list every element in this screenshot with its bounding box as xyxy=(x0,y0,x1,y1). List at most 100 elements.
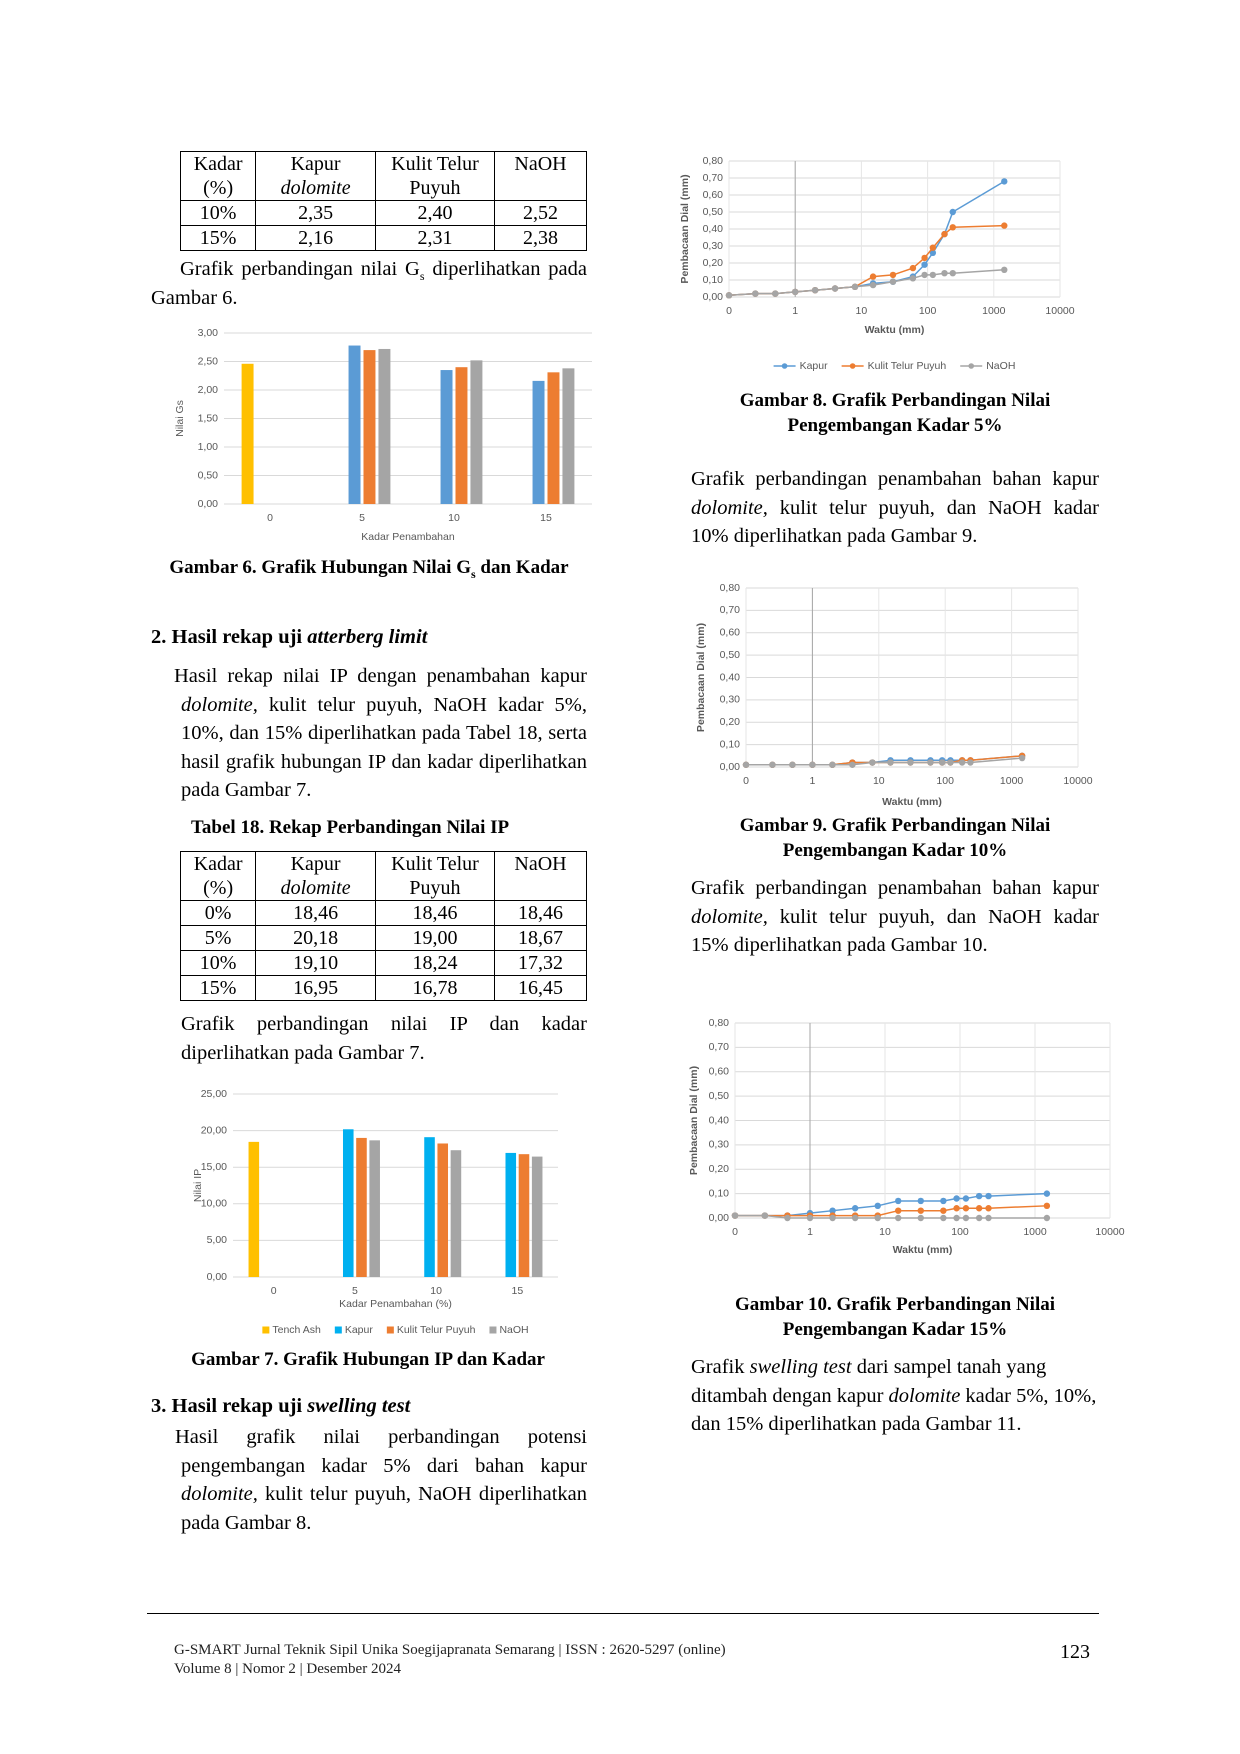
x-tick-label: 10 xyxy=(430,1285,442,1297)
legend-label: Tench Ash xyxy=(272,1324,321,1336)
y-tick-label: 20,00 xyxy=(201,1124,227,1136)
point xyxy=(869,759,876,766)
series-line xyxy=(746,755,1023,766)
text: dolomite, xyxy=(691,496,768,519)
header-cell: Kapur dolomite xyxy=(255,851,376,901)
paragraph: Grafik swelling test dari sampel tanah y… xyxy=(691,1353,1099,1439)
caption: Tabel 18. Rekap Perbandingan Nilai IP xyxy=(191,817,510,838)
y-tick-label: 0,70 xyxy=(703,172,724,184)
header-text: NaOH xyxy=(514,153,567,175)
text: dan Kadar xyxy=(475,557,569,578)
point xyxy=(1043,1190,1051,1197)
x-tick-label: 5 xyxy=(352,1285,358,1297)
legend-swatch xyxy=(262,1326,270,1334)
point xyxy=(921,261,928,268)
x-tick-label: 1000 xyxy=(982,305,1006,317)
header-text: NaOH xyxy=(514,853,567,875)
text: Grafik perbandingan penambahan bahan kap… xyxy=(691,877,1099,899)
point xyxy=(1001,222,1008,229)
header-text: Kadar xyxy=(193,853,243,875)
y-tick-label: 1,00 xyxy=(198,441,219,453)
row: 15% 16,95 16,78 16,45 xyxy=(179,975,587,1001)
point xyxy=(958,759,966,766)
text: Grafik perbandingan nilai G xyxy=(180,258,420,280)
cell: 16,78 xyxy=(374,975,496,1001)
point xyxy=(921,254,928,262)
y-tick-label: 0,70 xyxy=(720,604,741,616)
point xyxy=(1001,178,1008,185)
y-tick-label: 0,40 xyxy=(703,223,724,235)
point xyxy=(949,224,956,231)
point xyxy=(917,1214,924,1222)
header-cell: Kulit Telur Puyuh xyxy=(374,851,496,901)
y-tick-label: 0,40 xyxy=(709,1114,730,1126)
point xyxy=(940,1207,947,1214)
point xyxy=(949,208,956,216)
cell: 18,67 xyxy=(494,925,587,951)
y-tick-label: 0,00 xyxy=(703,291,724,303)
bar xyxy=(248,1141,260,1277)
footer-rule xyxy=(147,1613,1099,1614)
point xyxy=(831,285,839,292)
point xyxy=(851,1205,859,1212)
point xyxy=(917,1197,924,1205)
text: diperlihatkan pada Gambar 6. xyxy=(151,258,588,309)
row: 15% 2,16 2,31 2,38 xyxy=(179,225,587,251)
point xyxy=(929,249,937,256)
point xyxy=(889,271,897,279)
bar xyxy=(440,370,453,504)
x-tick-label: 100 xyxy=(919,305,937,317)
y-tick-label: 0,10 xyxy=(703,274,724,286)
point xyxy=(806,1214,814,1222)
y-tick-label: 0,00 xyxy=(720,761,741,773)
y-axis-label: Pembacaan Dial (mm) xyxy=(679,174,691,283)
cell: 0% xyxy=(179,900,257,926)
legend-swatch xyxy=(849,363,856,369)
cell: 2,16 xyxy=(255,225,376,251)
cell: 18,46 xyxy=(494,900,587,926)
cell: 2,38 xyxy=(494,225,587,251)
point xyxy=(975,1214,983,1222)
x-tick-label: 10000 xyxy=(1063,775,1092,787)
text: dolomite, xyxy=(181,693,258,716)
point xyxy=(761,1212,769,1219)
x-tick-label: 10 xyxy=(856,305,868,317)
y-tick-label: 3,00 xyxy=(198,327,219,339)
paragraph: Hasil rekap nilai IP dengan penambahan k… xyxy=(174,662,587,805)
text: dari sampel tanah yang ditambah dengan k… xyxy=(691,1356,1047,1407)
header-text: Puyuh xyxy=(409,177,461,199)
point xyxy=(874,1214,881,1222)
point xyxy=(851,1214,859,1222)
text: Grafik perbandingan penambahan bahan kap… xyxy=(691,468,1099,490)
cell: 18,24 xyxy=(374,950,496,976)
x-tick-label: 10 xyxy=(873,775,885,787)
cell: 18,46 xyxy=(255,900,376,926)
y-tick-label: 0,20 xyxy=(703,257,724,269)
point xyxy=(789,761,796,768)
y-tick-label: 0,60 xyxy=(703,189,724,201)
legend-label: Kulit Telur Puyuh xyxy=(868,360,947,372)
legend-swatch xyxy=(386,1326,394,1334)
y-tick-label: 2,00 xyxy=(198,384,219,396)
point xyxy=(953,1205,960,1212)
point xyxy=(769,761,776,768)
bar xyxy=(437,1143,449,1277)
point xyxy=(869,281,877,289)
series-line xyxy=(728,269,1005,297)
point xyxy=(725,292,733,299)
point xyxy=(975,1205,983,1212)
point xyxy=(829,761,836,768)
bar xyxy=(342,1129,354,1277)
legend: Kapur Kulit Telur Puyuh NaOH xyxy=(773,360,1015,372)
y-tick-label: 15,00 xyxy=(201,1161,227,1173)
y-tick-label: 0,50 xyxy=(720,649,741,661)
cell: 2,31 xyxy=(374,225,496,251)
bar xyxy=(369,1140,380,1277)
row: 10% 2,35 2,40 2,52 xyxy=(179,200,587,226)
y-tick-label: 0,40 xyxy=(720,671,741,683)
point xyxy=(895,1214,902,1222)
paragraph: Grafik perbandingan penambahan bahan kap… xyxy=(691,874,1099,960)
bar xyxy=(356,1137,367,1277)
point xyxy=(851,283,859,290)
